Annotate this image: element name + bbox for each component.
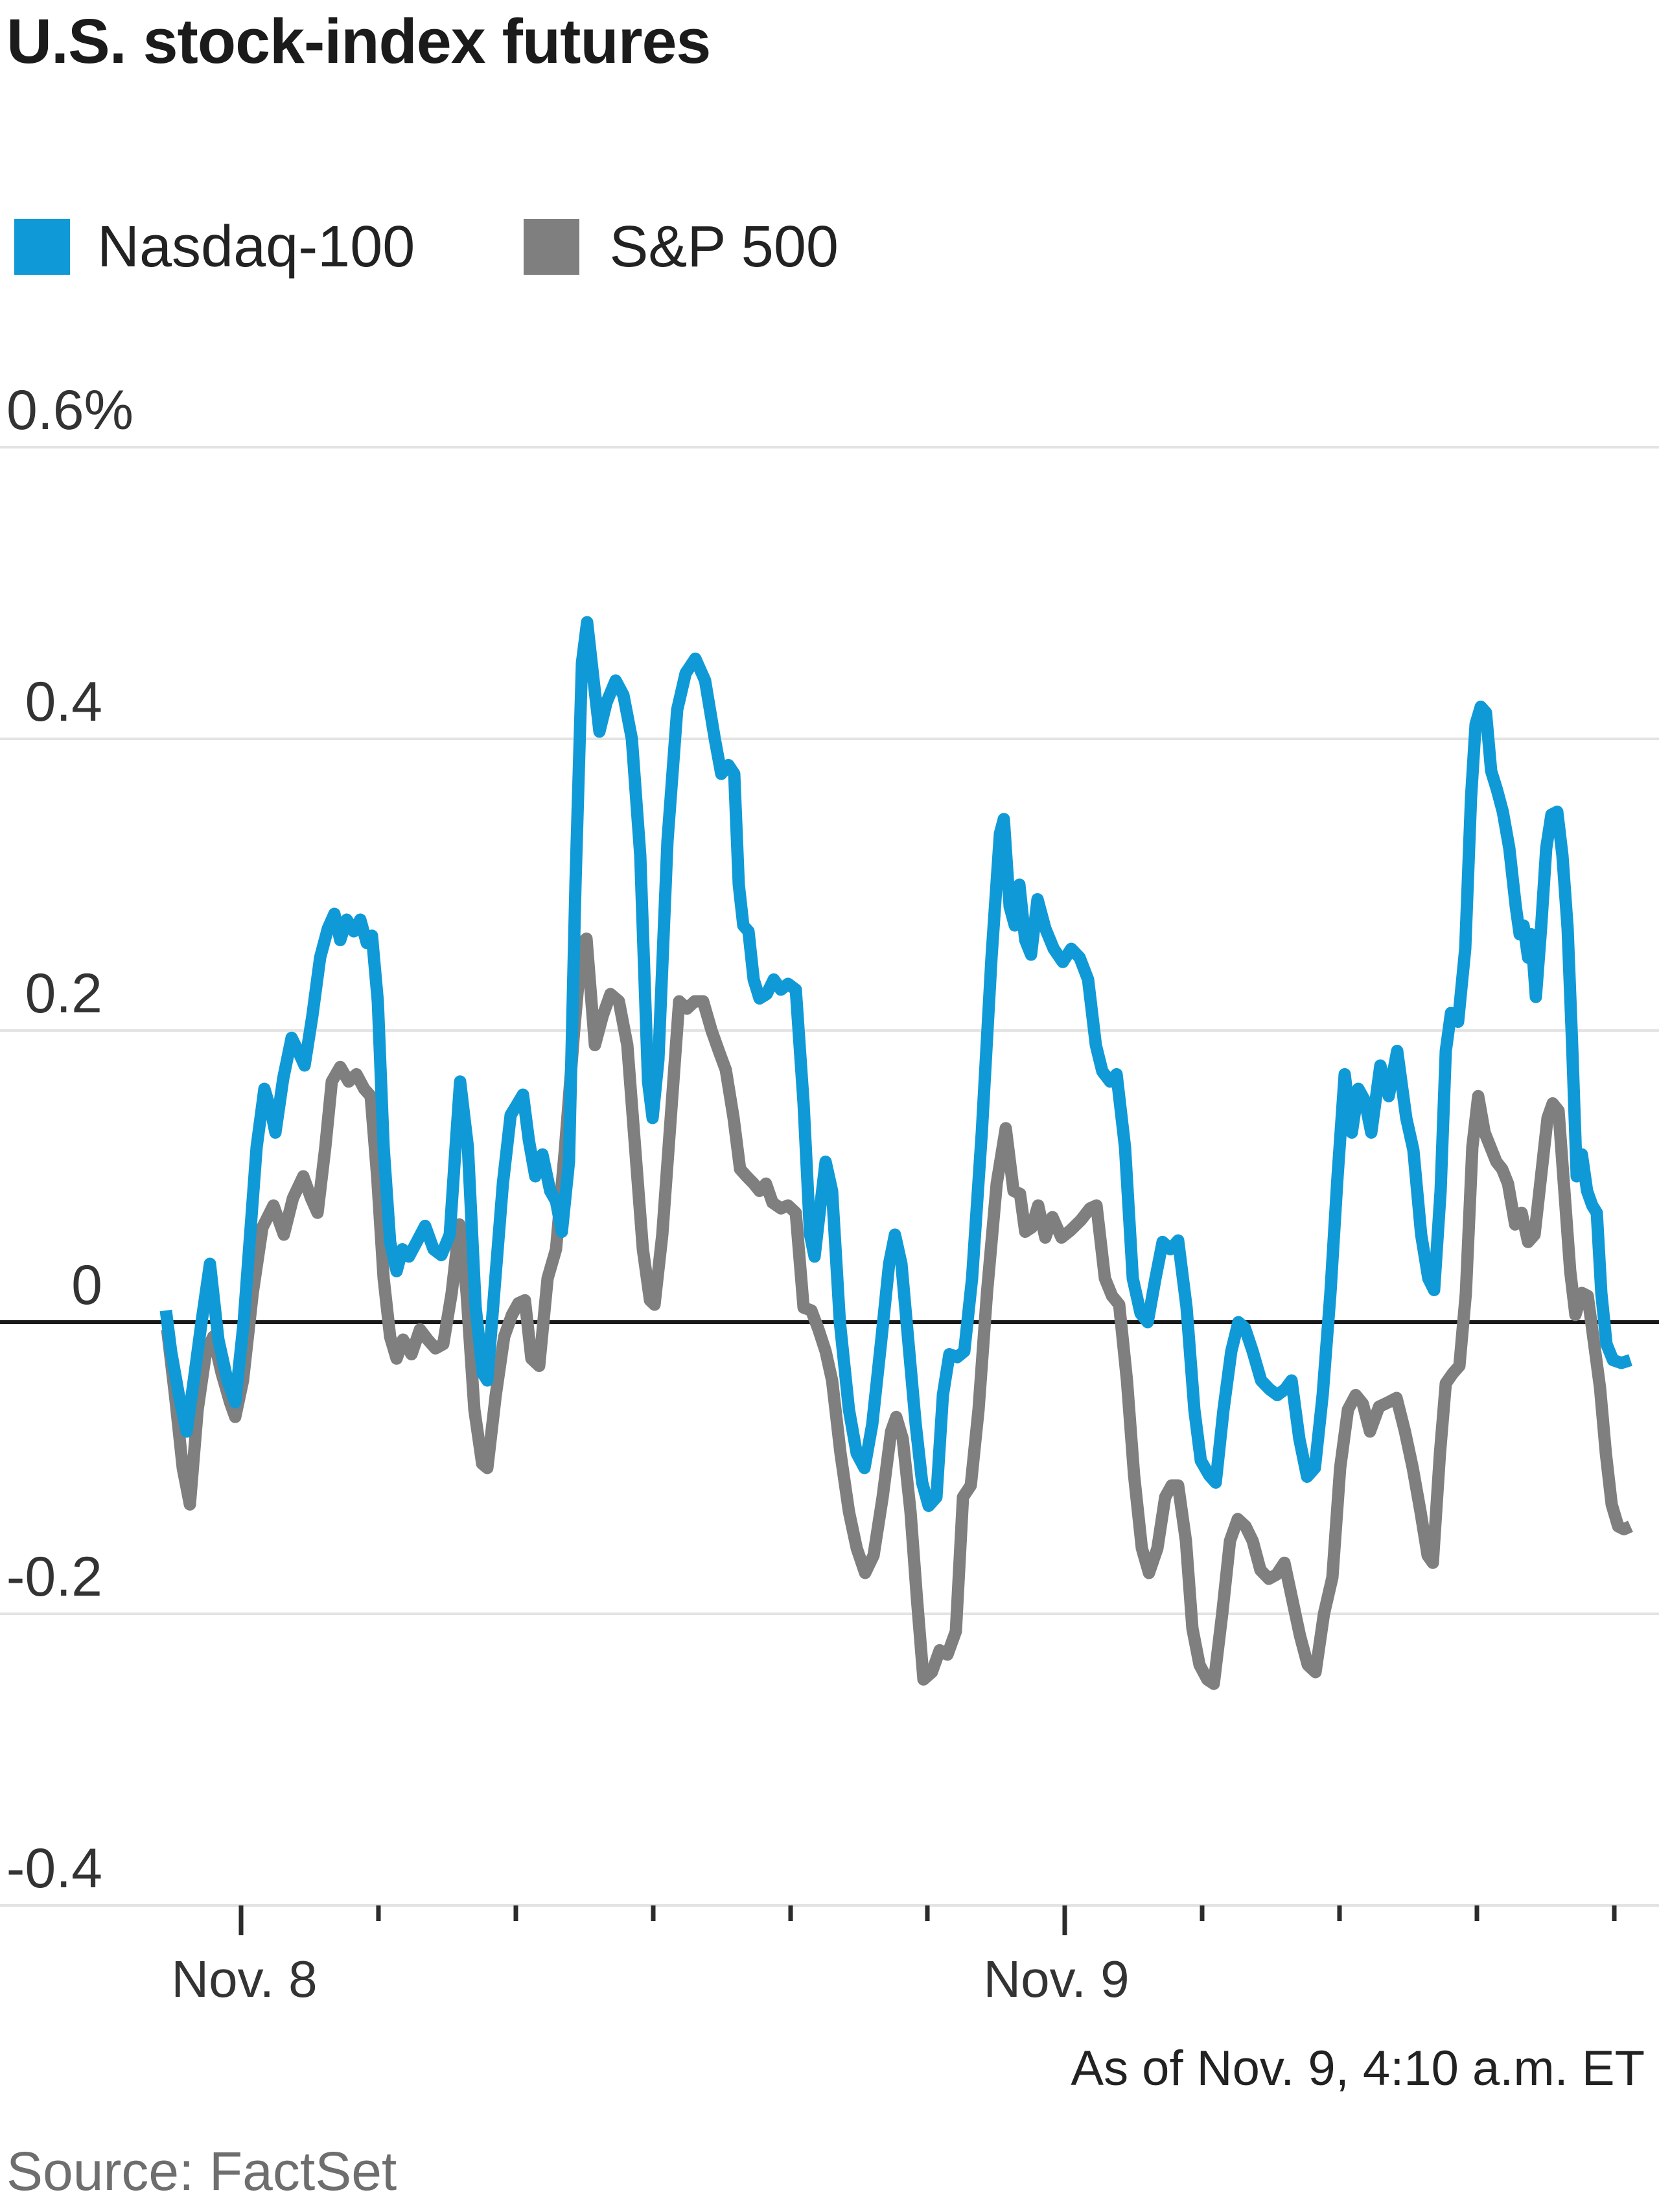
x-axis-label-nov8: Nov. 8 [171, 1950, 318, 2008]
y-axis-label: 0 [71, 1254, 102, 1316]
legend: Nasdaq-100 S&P 500 [14, 218, 839, 276]
legend-label-nasdaq: Nasdaq-100 [97, 215, 415, 279]
legend-swatch-sp-icon [524, 219, 580, 275]
y-axis-label: 0.4 [25, 671, 102, 733]
y-axis-label: 0.6% [6, 379, 134, 441]
y-axis-label: -0.2 [6, 1546, 102, 1608]
legend-label-sp: S&P 500 [609, 215, 839, 279]
as-of-timestamp: As of Nov. 9, 4:10 a.m. ET [1071, 2041, 1645, 2096]
x-axis-label-nov9: Nov. 9 [983, 1950, 1130, 2008]
chart-title: U.S. stock-index futures [6, 6, 711, 76]
y-axis-label: -0.4 [6, 1837, 102, 1900]
legend-swatch-nasdaq-icon [14, 219, 70, 275]
y-axis-label: 0.2 [25, 962, 102, 1025]
source-credit: Source: FactSet [6, 2141, 397, 2202]
